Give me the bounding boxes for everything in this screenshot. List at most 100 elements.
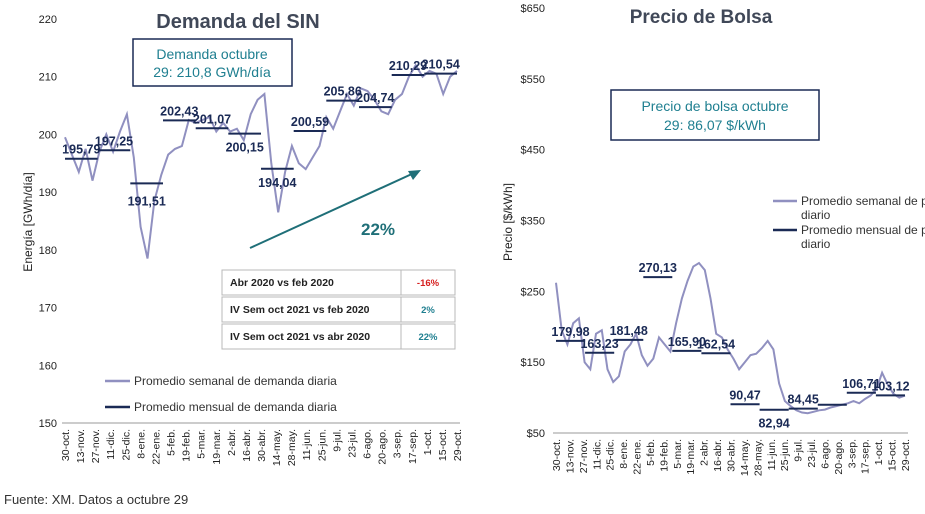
comparison-label: Abr 2020 vs feb 2020 (230, 277, 334, 289)
demand-weekly-line (64, 63, 458, 259)
comparison-label: IV Sem oct 2021 vs abr 2020 (230, 331, 370, 343)
price-x-tick: 30-oct. (551, 439, 563, 471)
demand-legend-weekly-label: Promedio semanal de demanda diaria (134, 374, 337, 388)
price-y-tick: $450 (521, 145, 545, 157)
comparison-row (221, 296, 456, 323)
demand-x-tick: 15-oct. (437, 429, 449, 461)
demand-growth-label: 22% (361, 220, 395, 239)
price-monthly-label: 90,47 (729, 388, 760, 402)
demand-x-tick: 25-jun. (316, 429, 328, 461)
demand-monthly-label: 197,25 (95, 134, 133, 148)
demand-y-tick: 160 (39, 360, 57, 372)
price-x-tick: 11-dic. (591, 439, 603, 470)
demand-y-tick: 190 (39, 187, 57, 199)
demand-annotation-box (132, 38, 293, 87)
price-x-tick: 19-feb. (658, 439, 670, 472)
price-y-axis-label: Precio [$/kWh] (501, 183, 515, 261)
demand-x-tick: 30-oct. (60, 429, 72, 461)
demand-y-axis-label: Energía [GWh/día] (21, 172, 35, 271)
demand-x-tick: 19-feb. (181, 429, 193, 462)
price-monthly-label: 162,54 (697, 337, 735, 351)
demand-annotation-line2: 29: 210,8 GWh/día (153, 64, 271, 80)
demand-x-tick: 23-jul. (346, 429, 358, 458)
price-x-tick: 3-sep. (846, 439, 858, 468)
demand-monthly-label: 200,59 (291, 115, 329, 129)
price-y-tick: $350 (521, 216, 545, 228)
demand-x-tick: 11-dic. (105, 429, 117, 460)
demand-x-tick: 19-mar. (211, 429, 223, 465)
price-legend-monthly-label: Promedio mensual de preciodiario (801, 223, 925, 251)
price-y-tick: $550 (521, 74, 545, 86)
price-x-tick: 25-dic. (605, 439, 617, 471)
price-x-tick: 30-abr. (726, 439, 738, 472)
price-x-tick: 16-abr. (712, 439, 724, 472)
demand-x-tick: 8-ene. (135, 429, 147, 459)
demand-monthly-label: 210,54 (422, 58, 460, 72)
demand-legend-monthly-label: Promedio mensual de demanda diaria (134, 400, 337, 414)
demand-x-tick: 11-jun. (301, 429, 313, 460)
comparison-label: IV Sem oct 2021 vs feb 2020 (230, 304, 370, 316)
price-y-tick: $150 (521, 357, 545, 369)
price-monthly-label: 181,48 (610, 324, 648, 338)
price-monthly-label: 165,90 (668, 335, 706, 349)
demand-x-tick: 25-dic. (120, 429, 132, 461)
price-x-tick: 25-jun. (779, 439, 791, 471)
demand-x-tick: 16-abr. (241, 429, 253, 462)
price-x-tick: 28-may. (752, 439, 764, 476)
price-x-tick: 6-ago. (819, 439, 831, 469)
price-monthly-label: 82,94 (758, 417, 789, 431)
demand-x-tick: 27-nov. (90, 429, 102, 463)
demand-monthly-label: 194,04 (258, 176, 296, 190)
demand-y-tick: 210 (39, 72, 57, 84)
price-x-tick: 19-mar. (685, 439, 697, 475)
demand-monthly-label: 195,79 (62, 143, 100, 157)
price-x-tick: 1-oct. (873, 439, 885, 465)
demand-x-tick: 3-sep. (392, 429, 404, 458)
price-x-tick: 11-jun. (766, 439, 778, 470)
comparison-value: 22% (418, 332, 438, 343)
demand-growth-arrowhead (408, 170, 421, 180)
demand-x-axis: 30-oct. 13-nov. 27-nov. 11-dic. 25-dic. 8-ene… (60, 429, 464, 466)
price-y-axis: $50 $150 $250 $350 $450 $550 $650 (521, 3, 545, 440)
demand-annotation-line1: Demanda octubre (156, 46, 268, 62)
demand-x-tick: 28-may. (286, 429, 298, 466)
demand-x-tick: 1-oct. (422, 429, 434, 455)
demand-y-tick: 150 (39, 418, 57, 430)
demand-x-tick: 30-abr. (256, 429, 268, 462)
demand-monthly-label: 202,43 (160, 104, 198, 118)
demand-y-tick: 170 (39, 303, 57, 315)
demand-x-tick: 2-abr. (226, 429, 238, 456)
demand-comparison-table: Abr 2020 vs feb 2020 -16% IV Sem oct 2021 … (221, 269, 456, 350)
price-monthly-label: 270,13 (639, 261, 677, 275)
demand-x-tick: 29-oct. (452, 429, 464, 461)
demand-x-tick: 13-nov. (75, 429, 87, 463)
price-x-tick: 13-nov. (564, 439, 576, 473)
demand-y-tick: 220 (39, 14, 57, 26)
demand-chart: Demanda del SIN 150 160 170 180 190 200 210 220… (21, 11, 464, 466)
price-x-axis: 30-oct. 13-nov. 27-nov. 11-dic. 25-dic. 8-ene… (551, 439, 912, 476)
demand-x-tick: 5-mar. (196, 429, 208, 459)
price-annotation-line2: 29: 86,07 $/kWh (664, 117, 766, 133)
price-monthly-label: 106,71 (842, 377, 880, 391)
demand-y-tick: 180 (39, 245, 57, 257)
demand-x-tick: 6-ago. (362, 429, 374, 459)
demand-x-tick: 22-ene. (150, 429, 162, 465)
demand-y-axis: 150 160 170 180 190 200 210 220 (39, 14, 57, 430)
price-monthly-label: 163,23 (580, 337, 618, 351)
price-x-tick: 8-ene. (618, 439, 630, 469)
price-x-tick: 17-sep. (860, 439, 872, 474)
demand-growth-arrow (249, 172, 415, 249)
demand-legend: Promedio semanal de demanda diaria Prome… (105, 374, 337, 414)
price-annotation-box (610, 89, 820, 141)
price-chart: Precio de Bolsa $50$150$250$350$450$550$… (501, 3, 925, 476)
price-annotation-line1: Precio de bolsa octubre (641, 98, 788, 114)
price-monthly-label: 179,98 (551, 325, 589, 339)
price-x-tick: 20-ago. (833, 439, 845, 475)
price-legend-weekly-label: Promedio semanal de preciodiario (801, 194, 925, 222)
price-y-tick: $50 (527, 428, 545, 440)
demand-x-tick: 9-jul. (331, 429, 343, 452)
demand-monthly-label: 210,29 (389, 59, 427, 73)
demand-y-tick: 200 (39, 129, 57, 141)
